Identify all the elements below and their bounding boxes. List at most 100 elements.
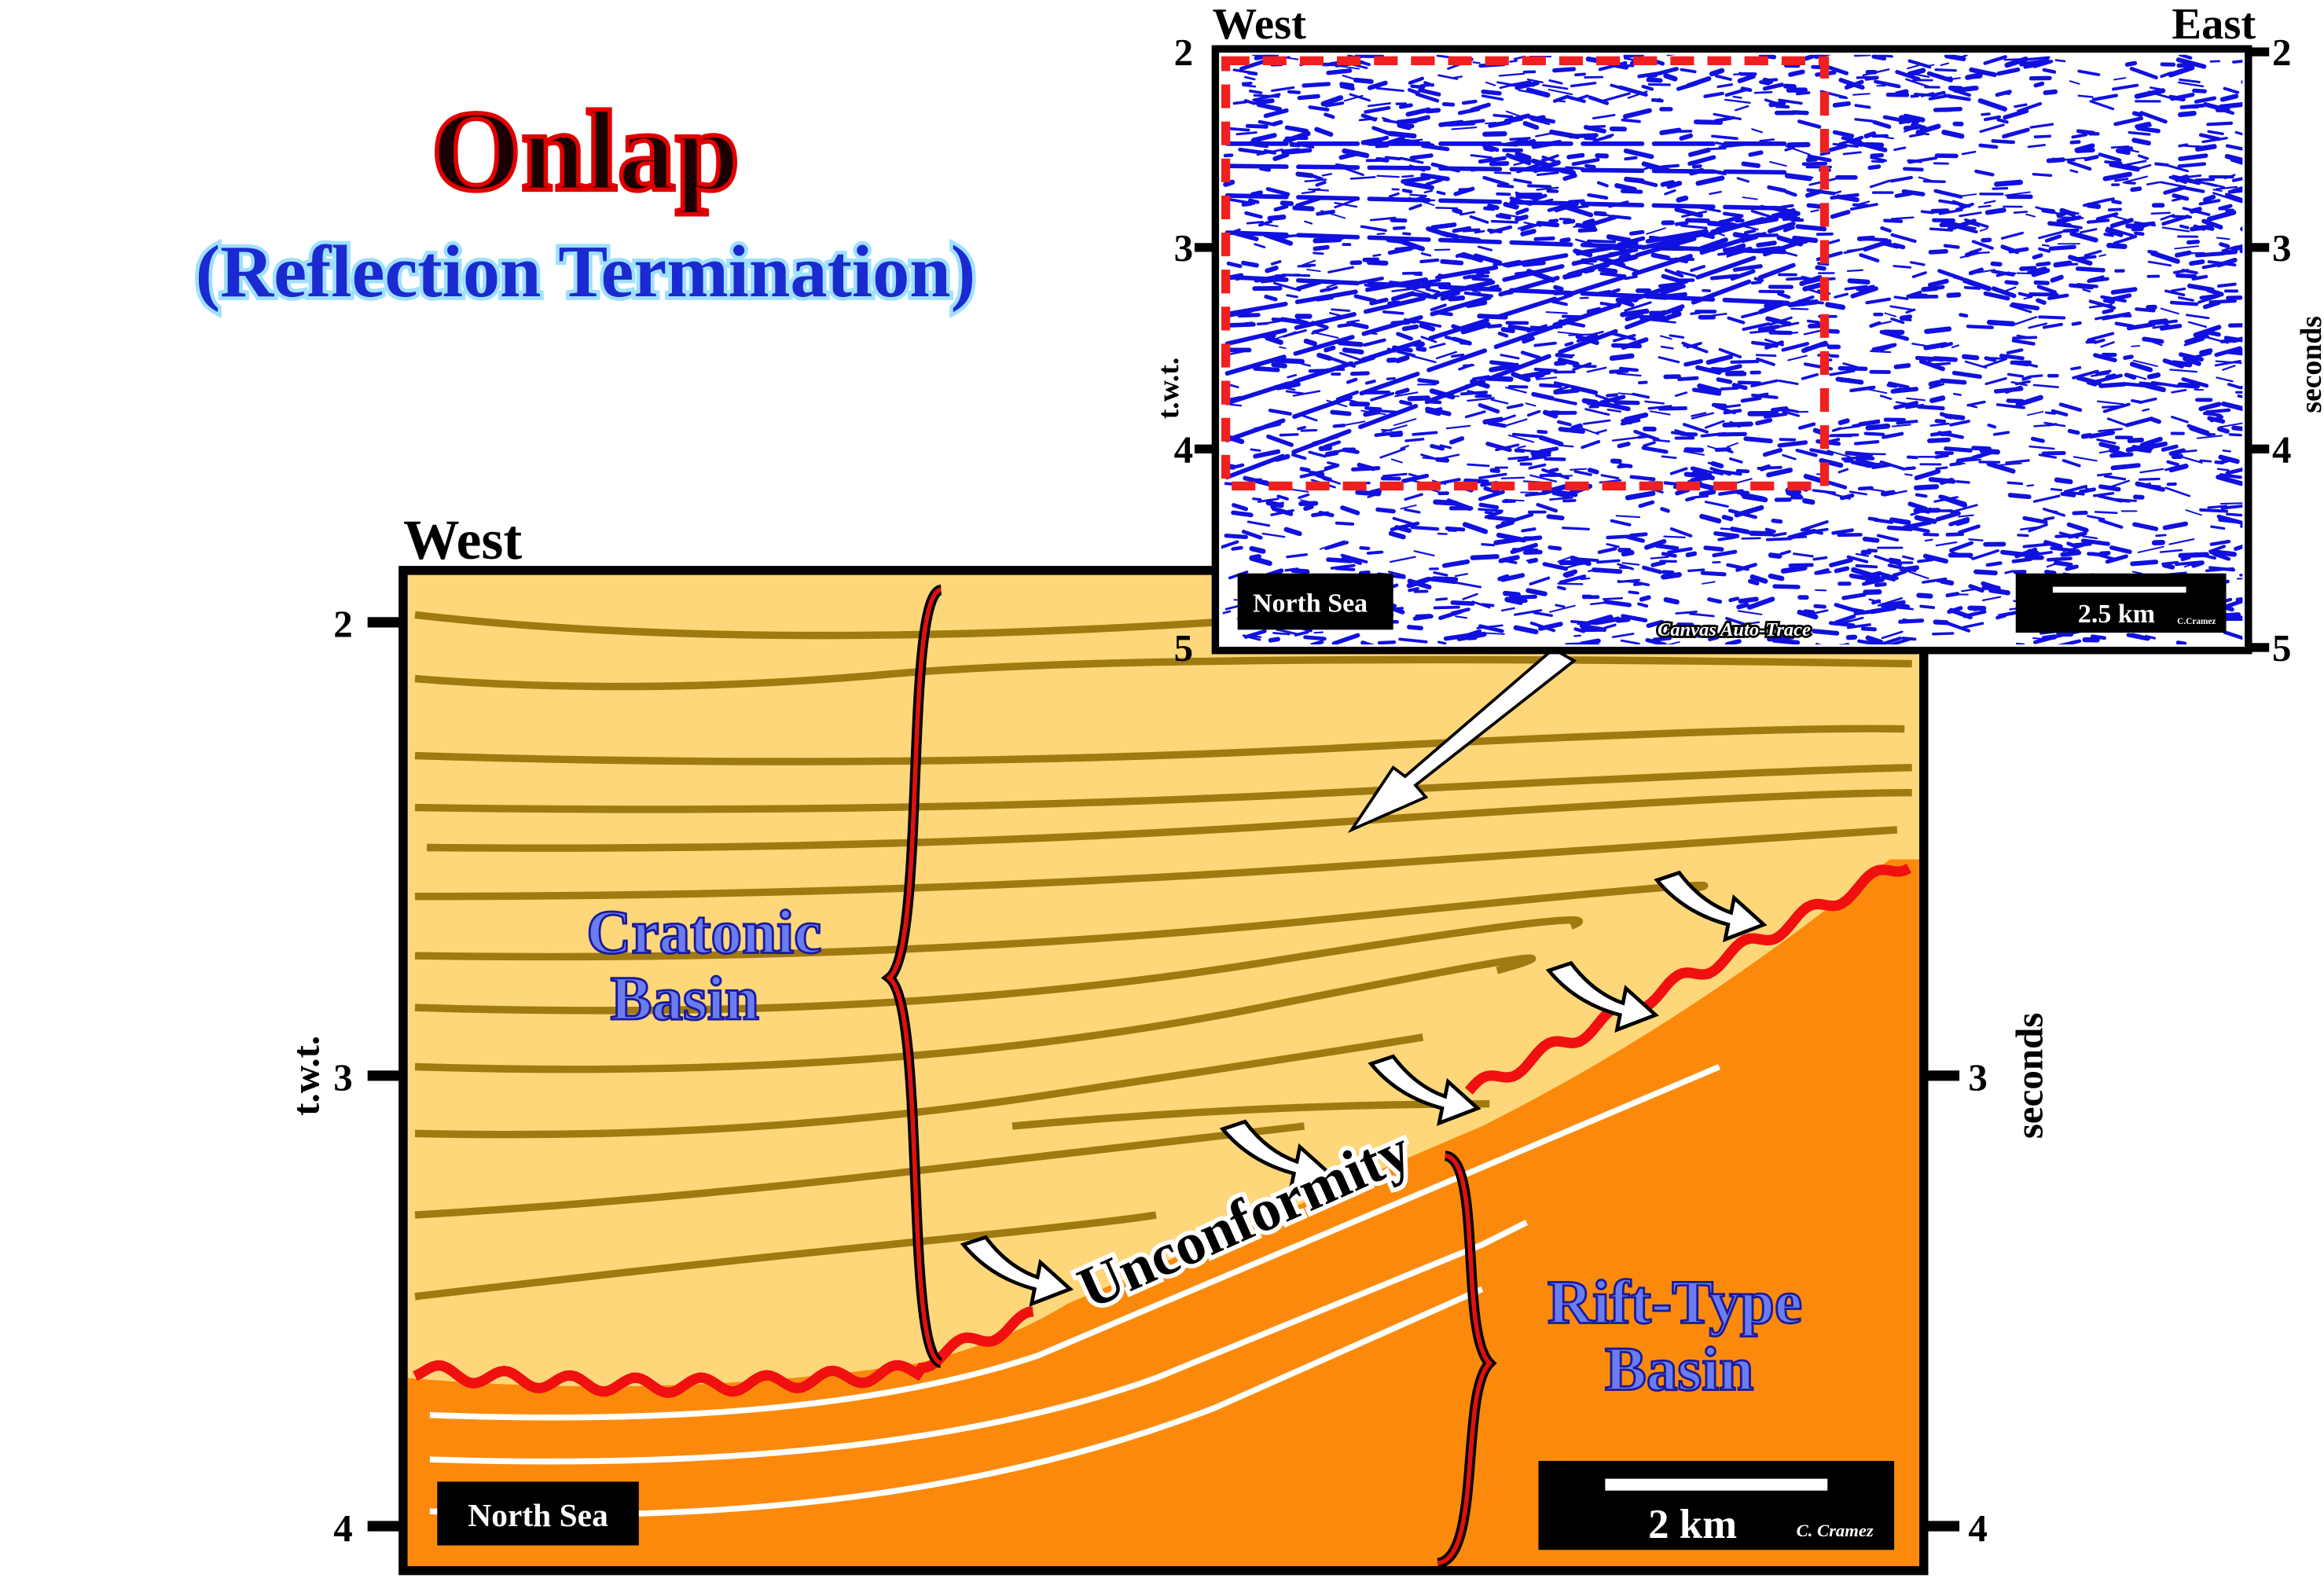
seismic-trace — [1852, 203, 1869, 207]
seismic-trace — [1526, 78, 1544, 84]
seismic-trace — [1387, 246, 1413, 255]
seismic-trace — [1521, 527, 1536, 533]
seismic-trace — [1342, 148, 1370, 159]
seismic-trace — [1701, 468, 1724, 476]
seismic-trace — [1256, 102, 1283, 112]
seismic-trace — [1410, 84, 1426, 90]
seismic-trace — [2160, 321, 2171, 327]
seismic-trace — [1445, 424, 1471, 430]
seismic-trace — [1323, 440, 1342, 449]
seismic-trace — [2014, 380, 2031, 386]
seismic-trace — [1911, 271, 1927, 278]
seismic-trace — [1357, 462, 1376, 472]
seismic-trace — [1676, 195, 1689, 203]
seismic-trace — [2102, 308, 2114, 314]
seismic-trace — [1224, 604, 1241, 611]
seismic-trace — [2231, 336, 2243, 343]
seismic-trace — [1700, 571, 1727, 577]
seismic-trace — [1762, 448, 1783, 457]
seismic-trace — [2186, 424, 2210, 435]
seismic-trace — [1566, 152, 1585, 160]
seismic-trace — [1826, 328, 1840, 334]
seismic-trace — [1540, 157, 1551, 161]
seismic-trace — [1376, 174, 1400, 178]
seismic-trace — [1401, 473, 1430, 483]
seismic-trace — [1284, 567, 1299, 572]
axis-label: t.w.t. — [1152, 358, 1185, 420]
seismic-trace — [2128, 130, 2151, 136]
seismic-trace — [1616, 372, 1642, 377]
seismic-trace — [2003, 108, 2029, 120]
seismic-trace — [2168, 463, 2189, 473]
seismic-trace — [1313, 244, 1330, 251]
seismic-trace — [1420, 172, 1450, 182]
seismic-trace — [1778, 380, 1799, 386]
seismic-trace — [1394, 387, 1410, 395]
seismic-trace — [2223, 86, 2240, 94]
seismic-trace — [1986, 319, 2016, 327]
seismic-reflector — [1224, 262, 1796, 479]
seismic-trace — [1369, 297, 1389, 306]
seismic-trace — [1711, 134, 1738, 141]
seismic-trace — [2098, 382, 2127, 388]
seismic-trace — [2180, 450, 2197, 453]
seismic-trace — [1279, 346, 1287, 350]
seismic-trace — [2131, 345, 2141, 347]
seismic-trace — [1737, 610, 1763, 615]
seismic-trace — [2218, 517, 2240, 524]
seismic-trace — [1741, 310, 1763, 319]
seismic-trace — [1778, 98, 1803, 105]
seismic-trace — [2044, 234, 2062, 243]
seismic-trace — [2062, 228, 2080, 233]
seismic-trace — [1463, 252, 1484, 262]
seismic-trace — [1830, 209, 1851, 219]
seismic-trace — [1669, 527, 1693, 538]
seismic-trace — [2113, 235, 2138, 245]
axis-label: t.w.t. — [284, 1036, 327, 1116]
seismic-trace — [1382, 116, 1391, 122]
seismic-trace — [1430, 443, 1445, 451]
seismic-trace — [1488, 119, 1512, 128]
seismic-trace — [1764, 98, 1778, 105]
seismic-trace — [1412, 431, 1438, 436]
seismic-trace — [2160, 307, 2179, 315]
cratonic-label: Cratonic — [586, 897, 821, 967]
seismic-trace — [1517, 455, 1547, 462]
seismic-trace — [1504, 596, 1523, 605]
seismic-trace — [1388, 192, 1400, 198]
seismic-trace — [1775, 105, 1790, 109]
location-box — [437, 1481, 639, 1546]
seismic-trace — [2172, 193, 2190, 201]
seismic-trace — [1349, 93, 1371, 102]
seismic-trace — [1459, 211, 1476, 216]
tick-label: 3 — [1968, 1056, 1988, 1099]
seismic-trace — [2110, 287, 2138, 295]
seismic-trace — [1570, 81, 1597, 88]
seismic-trace — [1249, 554, 1261, 561]
seismic-trace — [1538, 446, 1559, 453]
seismic-trace — [1376, 233, 1386, 236]
seismic-trace — [1485, 81, 1496, 86]
seismic-trace — [1506, 403, 1524, 409]
seismic-trace — [1600, 474, 1620, 480]
seismic-trace — [2179, 78, 2201, 83]
seismic-trace — [2186, 314, 2210, 320]
seismic-trace — [1411, 354, 1437, 364]
seismic-trace — [1663, 73, 1678, 82]
seismic-trace — [1350, 321, 1369, 329]
seismic-trace — [1939, 578, 1955, 586]
seismic-trace — [2069, 140, 2081, 145]
seismic-trace — [2172, 215, 2192, 219]
seismic-trace — [1525, 402, 1536, 407]
seismic-trace — [1282, 273, 1311, 277]
seismic-trace — [2164, 486, 2191, 497]
seismic-trace — [1724, 87, 1749, 97]
seismic-trace — [1467, 397, 1496, 402]
seismic-trace — [1482, 417, 1504, 425]
seismic-trace — [1934, 419, 1947, 424]
seismic-trace — [1250, 190, 1263, 196]
seismic-trace — [2209, 539, 2231, 546]
seismic-trace — [1525, 87, 1551, 98]
seismic-trace — [2027, 144, 2046, 149]
